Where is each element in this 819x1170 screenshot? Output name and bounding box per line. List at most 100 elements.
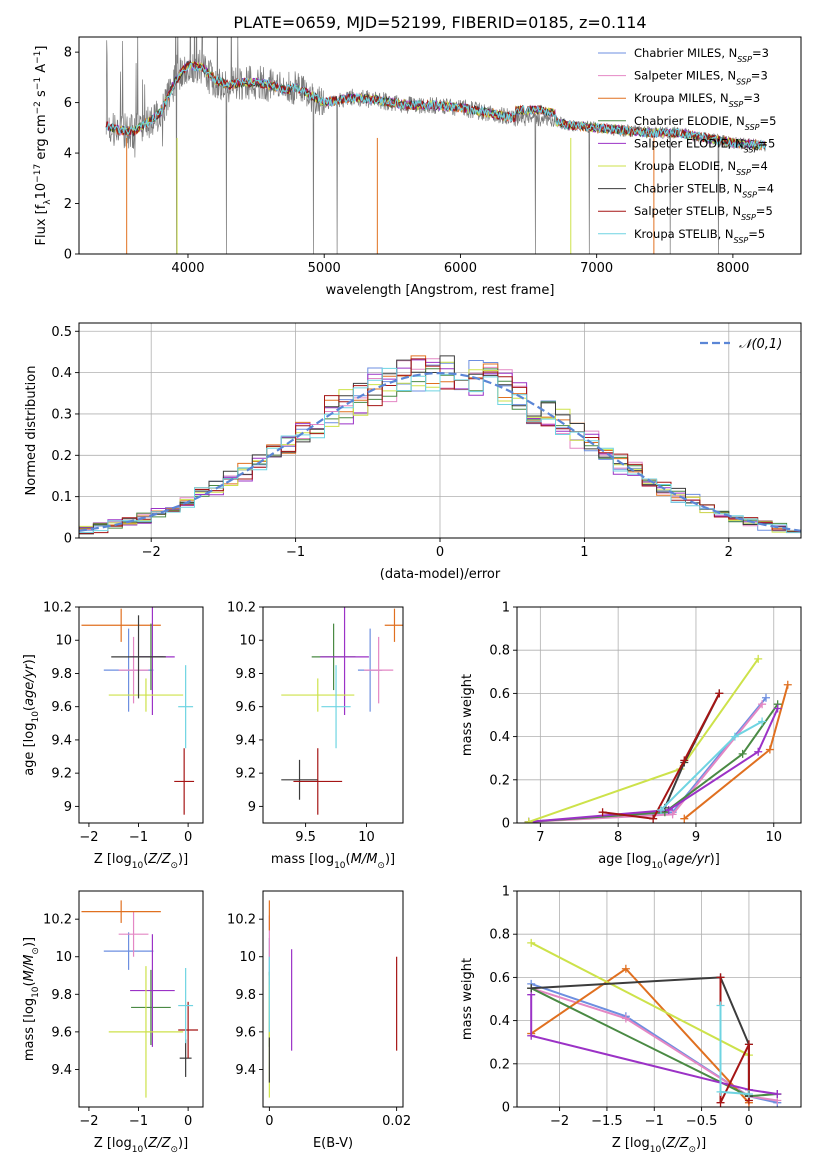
axes-frame (262, 890, 404, 1108)
weight-series (598, 689, 724, 823)
y-tick-label: 9 (64, 800, 72, 815)
x-tick-label: 10 (765, 830, 782, 845)
errorbar-point (364, 636, 394, 704)
weight-marker (716, 973, 725, 982)
weight-marker (765, 745, 774, 754)
x-tick-label: 10 (358, 830, 375, 845)
errorbar-point (108, 678, 184, 712)
axes-frame (78, 606, 204, 824)
age-vs-metallicity-panel: −2 −1 0 9 9.2 9.4 9.6 9.8 10 10.2 Z [log10(Z/Z⊙)] a… (22, 601, 204, 871)
y-tick-label: 10.2 (43, 913, 72, 928)
plot-area (524, 654, 792, 823)
weight-marker (527, 984, 536, 993)
weight-vs-metallicity-panel: −2 −1.5 −1 −0.5 0 0 0.2 0.4 0.6 0.8 1 Z [log10(Z/Z⊙… (460, 885, 802, 1155)
figure-title: PLATE=0659, MJD=52199, FIBERID=0185, z=0… (233, 13, 646, 32)
weight-marker (761, 693, 770, 702)
weight-line (530, 941, 750, 1057)
x-tick-label: −0.5 (686, 1114, 718, 1129)
weight-marker (716, 1098, 725, 1107)
y-tick-label: 9.6 (51, 700, 72, 715)
y-tick-label: 9 (248, 800, 256, 815)
legend-entry: 𝒩(0,1) (739, 337, 782, 352)
axes-frame (78, 36, 802, 255)
errorbar-point (81, 608, 161, 642)
axes-frame (262, 606, 404, 824)
weight-marker (758, 717, 767, 726)
y-tick-label: 9.2 (51, 767, 72, 782)
plot-area (268, 900, 398, 1098)
y-tick-label: 9.8 (235, 988, 256, 1003)
x-tick-label: −2 (142, 545, 161, 560)
x-tick-label: 0 (745, 1114, 753, 1129)
x-axis-label: Z [log10(Z/Z⊙)] (94, 852, 188, 871)
legend-entry: Chabrier ELODIE, NSSP=5 (634, 114, 776, 132)
errorbar-point (111, 615, 166, 699)
weight-marker (656, 806, 665, 815)
x-tick-label: −1 (645, 1114, 664, 1129)
x-tick-label: −2 (79, 1114, 98, 1129)
errorbar-point (174, 748, 195, 815)
weight-marker (524, 817, 533, 823)
errorbar-point (103, 932, 154, 970)
y-tick-label: 9.6 (235, 1025, 256, 1040)
errorbar-point (131, 969, 171, 1046)
weight-marker (716, 1087, 725, 1096)
y-axis-label: mass weight (460, 958, 475, 1040)
y-tick-label: 9.6 (235, 700, 256, 715)
x-tick-label: 6000 (444, 261, 477, 276)
weight-series (524, 704, 782, 823)
y-tick-label: 9.8 (51, 988, 72, 1003)
weight-series (716, 1001, 753, 1099)
weight-series (680, 680, 792, 823)
plot-area (281, 607, 403, 815)
y-tick-label: 9.4 (51, 1063, 72, 1078)
weight-marker (754, 747, 763, 756)
axes-frame (516, 890, 802, 1108)
mass-vs-metallicity-panel: −2 −1 0 9.4 9.6 9.8 10 10.2 Z [log10(Z/Z⊙)] mass … (22, 890, 204, 1155)
x-tick-label: −2 (79, 830, 98, 845)
x-tick-label: 2 (725, 545, 733, 560)
legend-entry: Salpeter MILES, NSSP=3 (634, 69, 768, 87)
y-tick-label: 9.8 (51, 667, 72, 682)
x-tick-label: 9.5 (295, 830, 316, 845)
axes: −2 −1 0 1 2 0 0.1 0.2 0.3 0.4 0.5 (data-model)/erro… (24, 322, 802, 582)
x-axis-label: age [log10(age/yr)] (598, 852, 720, 871)
weight-line (528, 697, 767, 823)
model-spectrum (105, 62, 767, 151)
grid (517, 890, 801, 1108)
axes: −2 −1 0 9 9.2 9.4 9.6 9.8 10 10.2 Z [log10(Z/Z⊙)] a… (22, 601, 204, 871)
y-tick-label: 0.1 (51, 490, 72, 505)
axes: 0 0.02 9.4 9.6 9.8 10 10.2 E(B-V) (227, 890, 411, 1151)
legend-entry: Kroupa ELODIE, NSSP=4 (634, 159, 768, 177)
x-axis-label: Z [log10(Z/Z⊙)] (612, 1136, 706, 1155)
y-tick-label: 8 (64, 46, 72, 61)
plot-area (81, 900, 199, 1098)
errorbar-point (108, 966, 184, 1098)
x-tick-label: 8 (614, 830, 622, 845)
y-tick-label: 9.8 (235, 667, 256, 682)
weight-marker (758, 700, 767, 709)
plot-area (79, 355, 801, 535)
normal-reference-curve (79, 371, 801, 532)
weight-line (528, 658, 760, 823)
y-tick-label: 10 (55, 950, 72, 965)
y-tick-label: 0 (502, 1101, 510, 1116)
weight-vs-age-panel: 7 8 9 10 0 0.2 0.4 0.6 0.8 1 age [log10(age/yr)] ma… (460, 601, 802, 871)
x-tick-label: 7000 (580, 261, 613, 276)
spectrum-panel: 4000 5000 6000 7000 8000 0 2 4 6 8 wavelength [Ang… (33, 36, 802, 298)
errorbar-point (178, 665, 194, 749)
x-tick-label: −1 (129, 1114, 148, 1129)
weight-line (602, 692, 721, 820)
grid (517, 606, 801, 824)
legend-entry: Kroupa STELIB, NSSP=5 (634, 227, 765, 245)
y-tick-label: 6 (64, 96, 72, 111)
weight-line (528, 708, 779, 823)
y-tick-label: 0.6 (489, 971, 510, 986)
weight-marker (621, 1014, 630, 1023)
y-tick-label: 10.2 (227, 913, 256, 928)
y-tick-label: 0 (64, 248, 72, 263)
y-tick-label: 9.6 (51, 1025, 72, 1040)
weight-marker (783, 680, 792, 689)
x-axis-label: Z [log10(Z/Z⊙)] (94, 1136, 188, 1155)
x-tick-label: −1.5 (591, 1114, 623, 1129)
